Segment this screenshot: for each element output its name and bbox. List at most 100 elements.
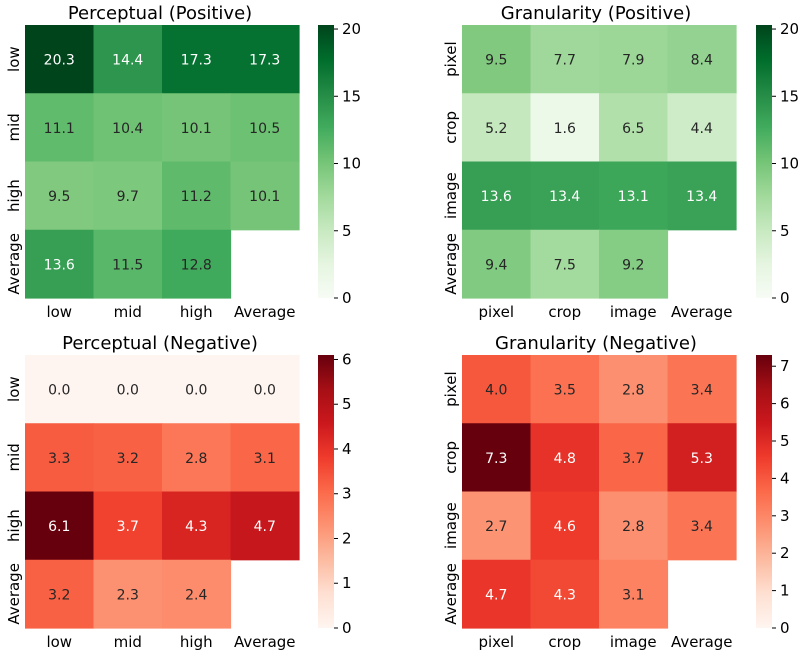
colorbar-tick-label: 6 (780, 395, 790, 413)
colorbar-tick-label: 0 (342, 619, 352, 637)
colorbar-tick-label: 20 (780, 20, 798, 38)
cell-value-label: 10.1 (181, 121, 212, 137)
colorbar-tick-label: 5 (342, 222, 352, 240)
heatmap-cell (93, 355, 163, 424)
heatmap-cell (230, 355, 300, 424)
column-tick-label: mid (114, 633, 142, 651)
heatmap-cell (530, 25, 600, 94)
column-tick-label: crop (548, 633, 581, 651)
row-tick-label: Average (442, 233, 460, 295)
row-tick-label: high (5, 509, 23, 542)
heatmap-cell (25, 423, 95, 493)
heatmap-cell (93, 161, 163, 231)
cell-value-label: 4.3 (554, 587, 576, 603)
cell-value-label: 2.8 (622, 519, 644, 535)
column-tick-label: image (610, 303, 657, 321)
heatmap-cell (667, 355, 737, 424)
column-tick-label: low (46, 633, 72, 651)
colorbar-tick-label: 15 (780, 87, 798, 105)
heatmap-cell (93, 559, 163, 629)
row-tick-label: image (442, 172, 460, 219)
heatmap-cell (25, 25, 95, 94)
cell-value-label: 0.0 (117, 383, 139, 399)
row-tick-label: Average (5, 233, 23, 295)
heatmap-cell (93, 423, 163, 493)
row-tick-label: low (5, 46, 23, 72)
cell-value-label: 3.2 (48, 587, 70, 603)
colorbar-tick-label: 3 (342, 485, 352, 503)
heatmap-cell (25, 229, 95, 299)
heatmap-perceptual-negative: Perceptual (Negative) 0.0 0.0 0.0 0.0 3.3 3.2… (5, 333, 352, 651)
cell-value-label: 2.7 (485, 519, 507, 535)
cell-value-label: 11.5 (112, 257, 143, 273)
colorbar: 0 1 2 3 4 5 6 7 (756, 355, 790, 637)
column-tick-label: crop (548, 303, 581, 321)
row-tick-label: mid (5, 443, 23, 471)
cell-value-label: 0.0 (254, 383, 276, 399)
colorbar-tick-label: 0 (780, 289, 790, 307)
row-tick-label: crop (442, 111, 460, 144)
heatmap-cell (599, 25, 669, 94)
cell-value-label: 10.5 (249, 121, 280, 137)
colorbar-tick-label: 5 (342, 395, 352, 413)
cell-value-label: 4.6 (554, 519, 576, 535)
heatmap-cell (462, 229, 532, 299)
chart-title: Granularity (Positive) (501, 3, 692, 24)
row-tick-label: high (5, 179, 23, 212)
colorbar-tick-label: 10 (780, 155, 798, 173)
cell-value-label: 10.1 (249, 189, 280, 205)
row-tick-label: pixel (442, 41, 460, 77)
cell-value-label: 3.1 (254, 451, 276, 467)
cell-value-label: 3.7 (622, 451, 644, 467)
row-tick-label: Average (442, 563, 460, 625)
heatmap-cell (462, 93, 532, 163)
heatmap-cell (230, 161, 300, 231)
cell-value-label: 20.3 (44, 53, 75, 69)
heatmap-cell (530, 355, 600, 424)
heatmap-cell (599, 559, 669, 629)
cell-value-label: 7.7 (554, 53, 576, 69)
cell-value-label: 17.3 (181, 53, 212, 69)
cell-value-label: 13.6 (44, 257, 75, 273)
column-tick-label: Average (234, 633, 296, 651)
column-tick-label: mid (114, 303, 142, 321)
heatmap-cell (462, 423, 532, 493)
cell-value-label: 9.5 (48, 189, 70, 205)
cell-value-label: 5.3 (691, 451, 713, 467)
cell-value-label: 9.2 (622, 257, 644, 273)
heatmap-cell (162, 25, 232, 94)
cell-value-label: 8.4 (691, 53, 713, 69)
chart-title: Perceptual (Positive) (68, 3, 252, 24)
colorbar-tick-label: 5 (780, 222, 790, 240)
heatmap-cell (93, 93, 163, 163)
colorbar-tick-label: 0 (342, 289, 352, 307)
heatmap-cell (667, 423, 737, 493)
heatmap-cell (530, 559, 600, 629)
heatmap-cell (667, 25, 737, 94)
heatmap-cell (230, 93, 300, 163)
heatmap-perceptual-positive: Perceptual (Positive) 20.3 14.4 17.3 17.3 11… (5, 3, 361, 321)
cell-value-label: 7.9 (622, 53, 644, 69)
heatmap-cell (599, 491, 669, 561)
column-tick-label: low (46, 303, 72, 321)
colorbar-tick-label: 1 (342, 574, 352, 592)
heatmap-cell (162, 161, 232, 231)
heatmap-cell (462, 161, 532, 231)
cell-value-label: 3.3 (48, 451, 70, 467)
heatmap-cell (93, 25, 163, 94)
heatmap-cell (93, 229, 163, 299)
column-tick-label: pixel (478, 633, 514, 651)
colorbar-gradient (756, 355, 772, 628)
colorbar-tick-label: 10 (342, 155, 361, 173)
cell-value-label: 17.3 (249, 53, 280, 69)
colorbar: 0 5 10 15 20 (756, 20, 798, 307)
heatmap-cell (93, 491, 163, 561)
row-tick-label: image (442, 502, 460, 549)
heatmap-cell (667, 491, 737, 561)
heatmap-cell (667, 93, 737, 163)
cell-value-label: 4.7 (485, 587, 507, 603)
cell-value-label: 12.8 (181, 257, 212, 273)
cell-value-label: 6.5 (622, 121, 644, 137)
cell-value-label: 3.5 (554, 383, 576, 399)
heatmap-cell (530, 229, 600, 299)
